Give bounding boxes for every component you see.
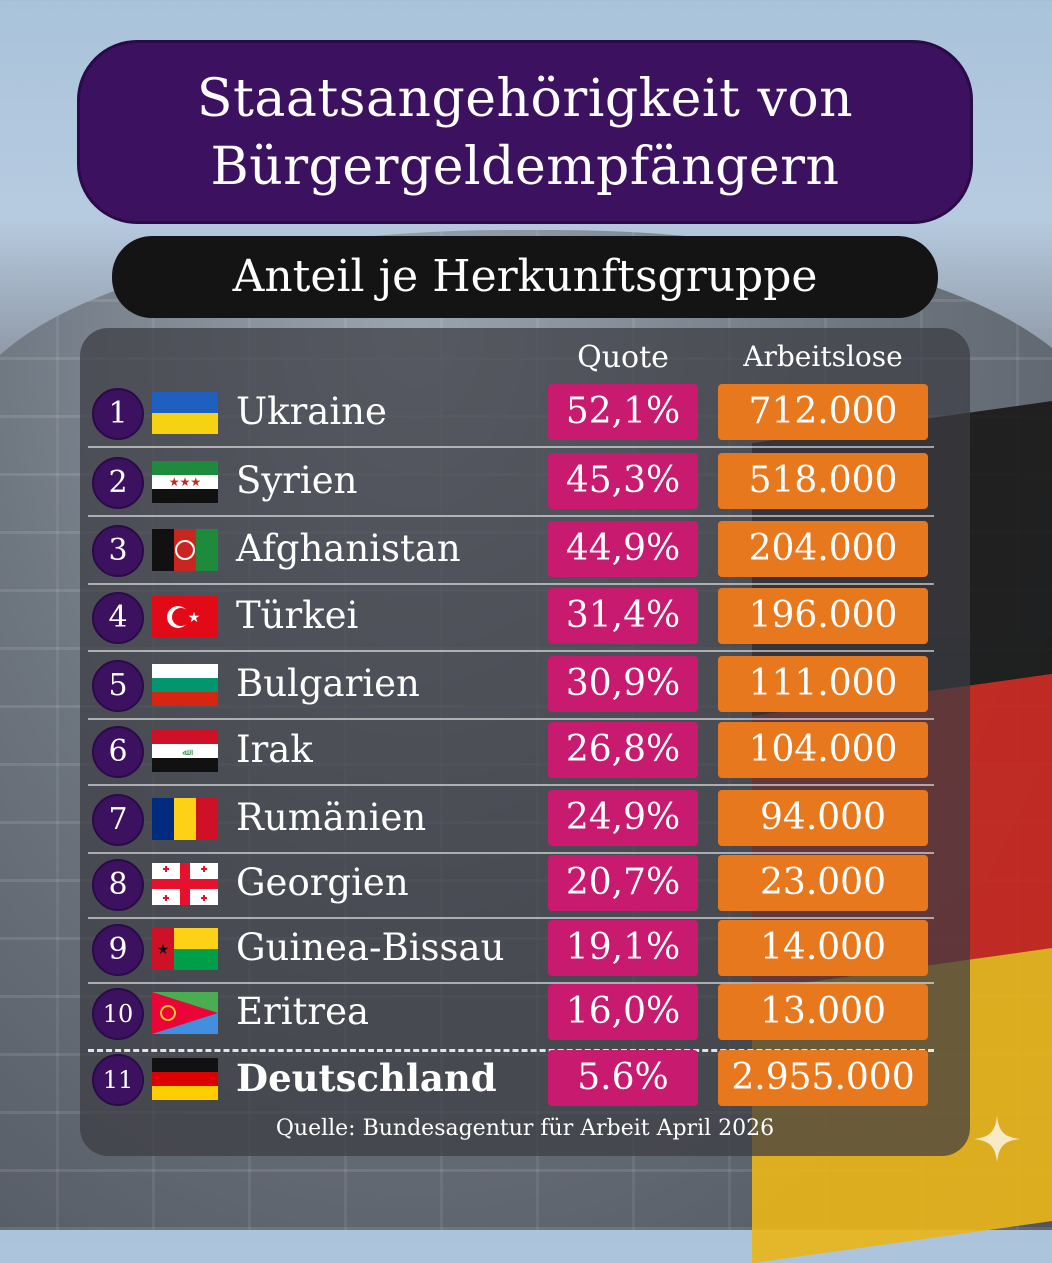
rank-badge: 11 [92, 1054, 144, 1106]
table-row: 1 Ukraine 52,1% 712.000 [88, 380, 934, 448]
column-header-quote: Quote [577, 340, 669, 375]
rank-badge: 5 [92, 660, 144, 712]
arbeitslose-value: 14.000 [718, 920, 928, 976]
iraq-flag-icon: ﷲ [152, 730, 218, 772]
table-row: 5 Bulgarien 30,9% 111.000 [88, 652, 934, 720]
title-line-2: Bürgergeldempfängern [210, 137, 840, 197]
quote-value: 26,8% [548, 722, 698, 778]
arbeitslose-value: 13.000 [718, 984, 928, 1040]
table-row: 6 ﷲ Irak 26,8% 104.000 [88, 718, 934, 786]
rank-badge: 9 [92, 924, 144, 976]
quote-value: 52,1% [548, 384, 698, 440]
country-name: Eritrea [236, 990, 370, 1033]
table-row: 3 Afghanistan 44,9% 204.000 [88, 517, 934, 585]
title-banner: Staatsangehörigkeit von Bürgergeldempfän… [77, 40, 973, 224]
table-row: 2 ★★★ Syrien 45,3% 518.000 [88, 449, 934, 517]
arbeitslose-value: 204.000 [718, 521, 928, 577]
sparkle-icon [974, 1116, 1020, 1162]
quote-value: 44,9% [548, 521, 698, 577]
row-divider [88, 1049, 934, 1052]
table-row: 8 Georgien 20,7% 23.000 [88, 851, 934, 919]
rank-badge: 10 [92, 988, 144, 1040]
quote-value: 24,9% [548, 790, 698, 846]
row-divider [88, 784, 934, 786]
arbeitslose-value: 196.000 [718, 588, 928, 644]
rank-badge: 2 [92, 457, 144, 509]
georgia-flag-icon [152, 863, 218, 905]
ukraine-flag-icon [152, 392, 218, 434]
country-name: Irak [236, 728, 313, 771]
table-row: 7 Rumänien 24,9% 94.000 [88, 786, 934, 854]
table-row: 4 ★ Türkei 31,4% 196.000 [88, 584, 934, 652]
row-divider [88, 650, 934, 652]
row-divider [88, 718, 934, 720]
row-divider [88, 917, 934, 919]
quote-value: 20,7% [548, 855, 698, 911]
afghanistan-flag-icon [152, 529, 218, 571]
table-row: 10 Eritrea 16,0% 13.000 [88, 980, 934, 1052]
bulgaria-flag-icon [152, 664, 218, 706]
column-header-arbeitslose: Arbeitslose [743, 340, 903, 373]
quote-value: 30,9% [548, 656, 698, 712]
arbeitslose-value: 2.955.000 [718, 1050, 928, 1106]
country-name: Bulgarien [236, 662, 420, 705]
country-name: Türkei [236, 594, 359, 637]
arbeitslose-value: 23.000 [718, 855, 928, 911]
source-note: Quelle: Bundesagentur für Arbeit April 2… [275, 1116, 775, 1141]
row-divider [88, 515, 934, 517]
arbeitslose-value: 104.000 [718, 722, 928, 778]
country-name: Guinea-Bissau [236, 926, 505, 969]
syria-flag-icon: ★★★ [152, 461, 218, 503]
table-row: 11 Deutschland 5.6% 2.955.000 [88, 1046, 934, 1112]
quote-value: 16,0% [548, 984, 698, 1040]
arbeitslose-value: 111.000 [718, 656, 928, 712]
country-name: Rumänien [236, 796, 427, 839]
table-row: 9 ★ Guinea-Bissau 19,1% 14.000 [88, 916, 934, 984]
arbeitslose-value: 518.000 [718, 453, 928, 509]
country-name: Syrien [236, 459, 358, 502]
rank-badge: 4 [92, 592, 144, 644]
rank-badge: 3 [92, 525, 144, 577]
row-divider [88, 446, 934, 448]
row-divider [88, 583, 934, 585]
row-divider [88, 982, 934, 984]
country-name: Ukraine [236, 390, 387, 433]
romania-flag-icon [152, 798, 218, 840]
country-name: Afghanistan [236, 527, 461, 570]
svg-text:★: ★ [157, 942, 170, 958]
svg-text:★: ★ [188, 610, 201, 626]
eritrea-flag-icon [152, 992, 218, 1034]
guinea-bissau-flag-icon: ★ [152, 928, 218, 970]
country-name: Georgien [236, 861, 409, 904]
quote-value: 19,1% [548, 920, 698, 976]
quote-value: 45,3% [548, 453, 698, 509]
turkey-flag-icon: ★ [152, 596, 218, 638]
rank-badge: 6 [92, 726, 144, 778]
quote-value: 5.6% [548, 1050, 698, 1106]
country-name: Deutschland [236, 1056, 497, 1100]
arbeitslose-value: 712.000 [718, 384, 928, 440]
quote-value: 31,4% [548, 588, 698, 644]
rank-badge: 1 [92, 388, 144, 440]
arbeitslose-value: 94.000 [718, 790, 928, 846]
row-divider [88, 852, 934, 854]
title-line-1: Staatsangehörigkeit von [196, 69, 854, 129]
germany-flag-icon [152, 1058, 218, 1100]
subtitle-banner: Anteil je Herkunftsgruppe [112, 236, 938, 318]
svg-text:★★★: ★★★ [169, 475, 201, 489]
rank-badge: 8 [92, 859, 144, 911]
rank-badge: 7 [92, 794, 144, 846]
